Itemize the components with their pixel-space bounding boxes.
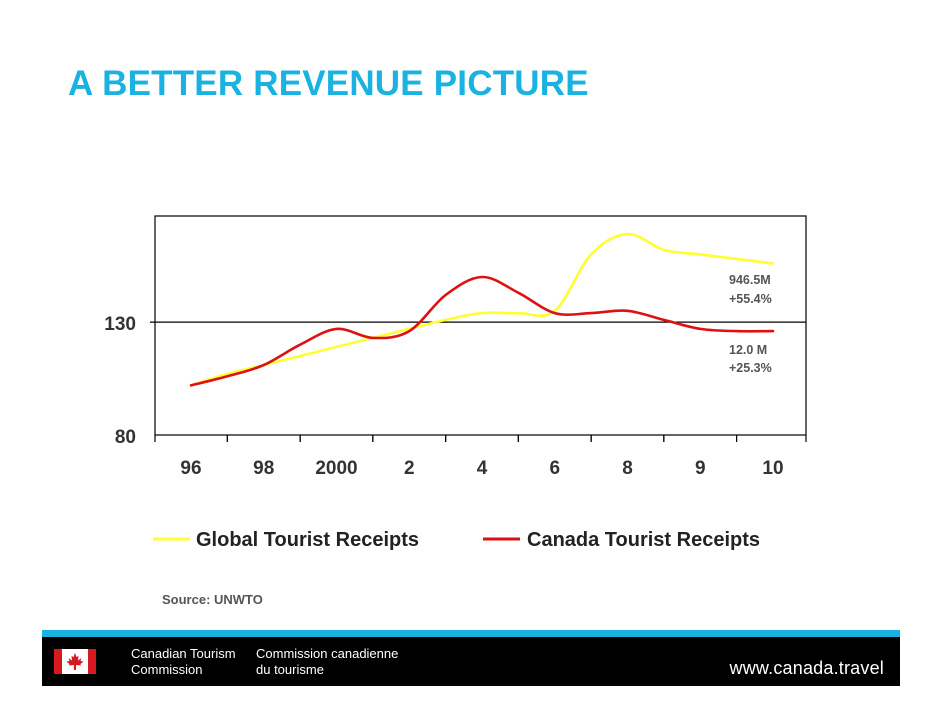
org-name-french: Commission canadienne du tourisme (256, 646, 398, 678)
plot-frame (154, 215, 807, 436)
slide-title: A BETTER REVENUE PICTURE (68, 64, 589, 103)
source-note: Source: UNWTO (162, 592, 263, 607)
x-tick-label: 10 (762, 458, 783, 479)
data-annotation: 12.0 M (729, 343, 767, 357)
canada-flag-icon (54, 649, 96, 674)
y-tick-label: 130 (104, 314, 136, 335)
series-line-canada-tourist-receipts (189, 275, 775, 387)
data-annotation: +55.4% (729, 292, 772, 306)
x-tick-label: 6 (549, 458, 560, 479)
x-tick-label: 9 (695, 458, 706, 479)
org-name-english: Canadian Tourism Commission (131, 646, 236, 678)
x-tick-label: 2000 (315, 458, 357, 479)
org-name-english-line2: Commission (131, 662, 203, 677)
org-name-french-line2: du tourisme (256, 662, 324, 677)
footer: Canadian Tourism Commission Commission c… (42, 637, 900, 686)
x-tick-label: 8 (622, 458, 633, 479)
website-link[interactable]: www.canada.travel (729, 658, 884, 678)
maple-leaf-icon (62, 649, 88, 674)
y-tick-label: 80 (115, 427, 136, 448)
footer-rule (42, 630, 900, 637)
data-annotation: 946.5M (729, 273, 771, 287)
series-line-global-tourist-receipts (189, 232, 775, 387)
legend-label: Canada Tourist Receipts (527, 529, 760, 551)
flag-left-bar (54, 649, 62, 674)
x-tick-label: 4 (477, 458, 488, 479)
data-annotation: +25.3% (729, 361, 772, 375)
org-name-french-line1: Commission canadienne (256, 646, 399, 661)
org-name-english-line1: Canadian Tourism (131, 646, 236, 661)
x-tick-label: 98 (253, 458, 274, 479)
x-tick-label: 2 (404, 458, 415, 479)
x-tick-label: 96 (180, 458, 201, 479)
legend-label: Global Tourist Receipts (196, 529, 419, 551)
flag-right-bar (88, 649, 96, 674)
